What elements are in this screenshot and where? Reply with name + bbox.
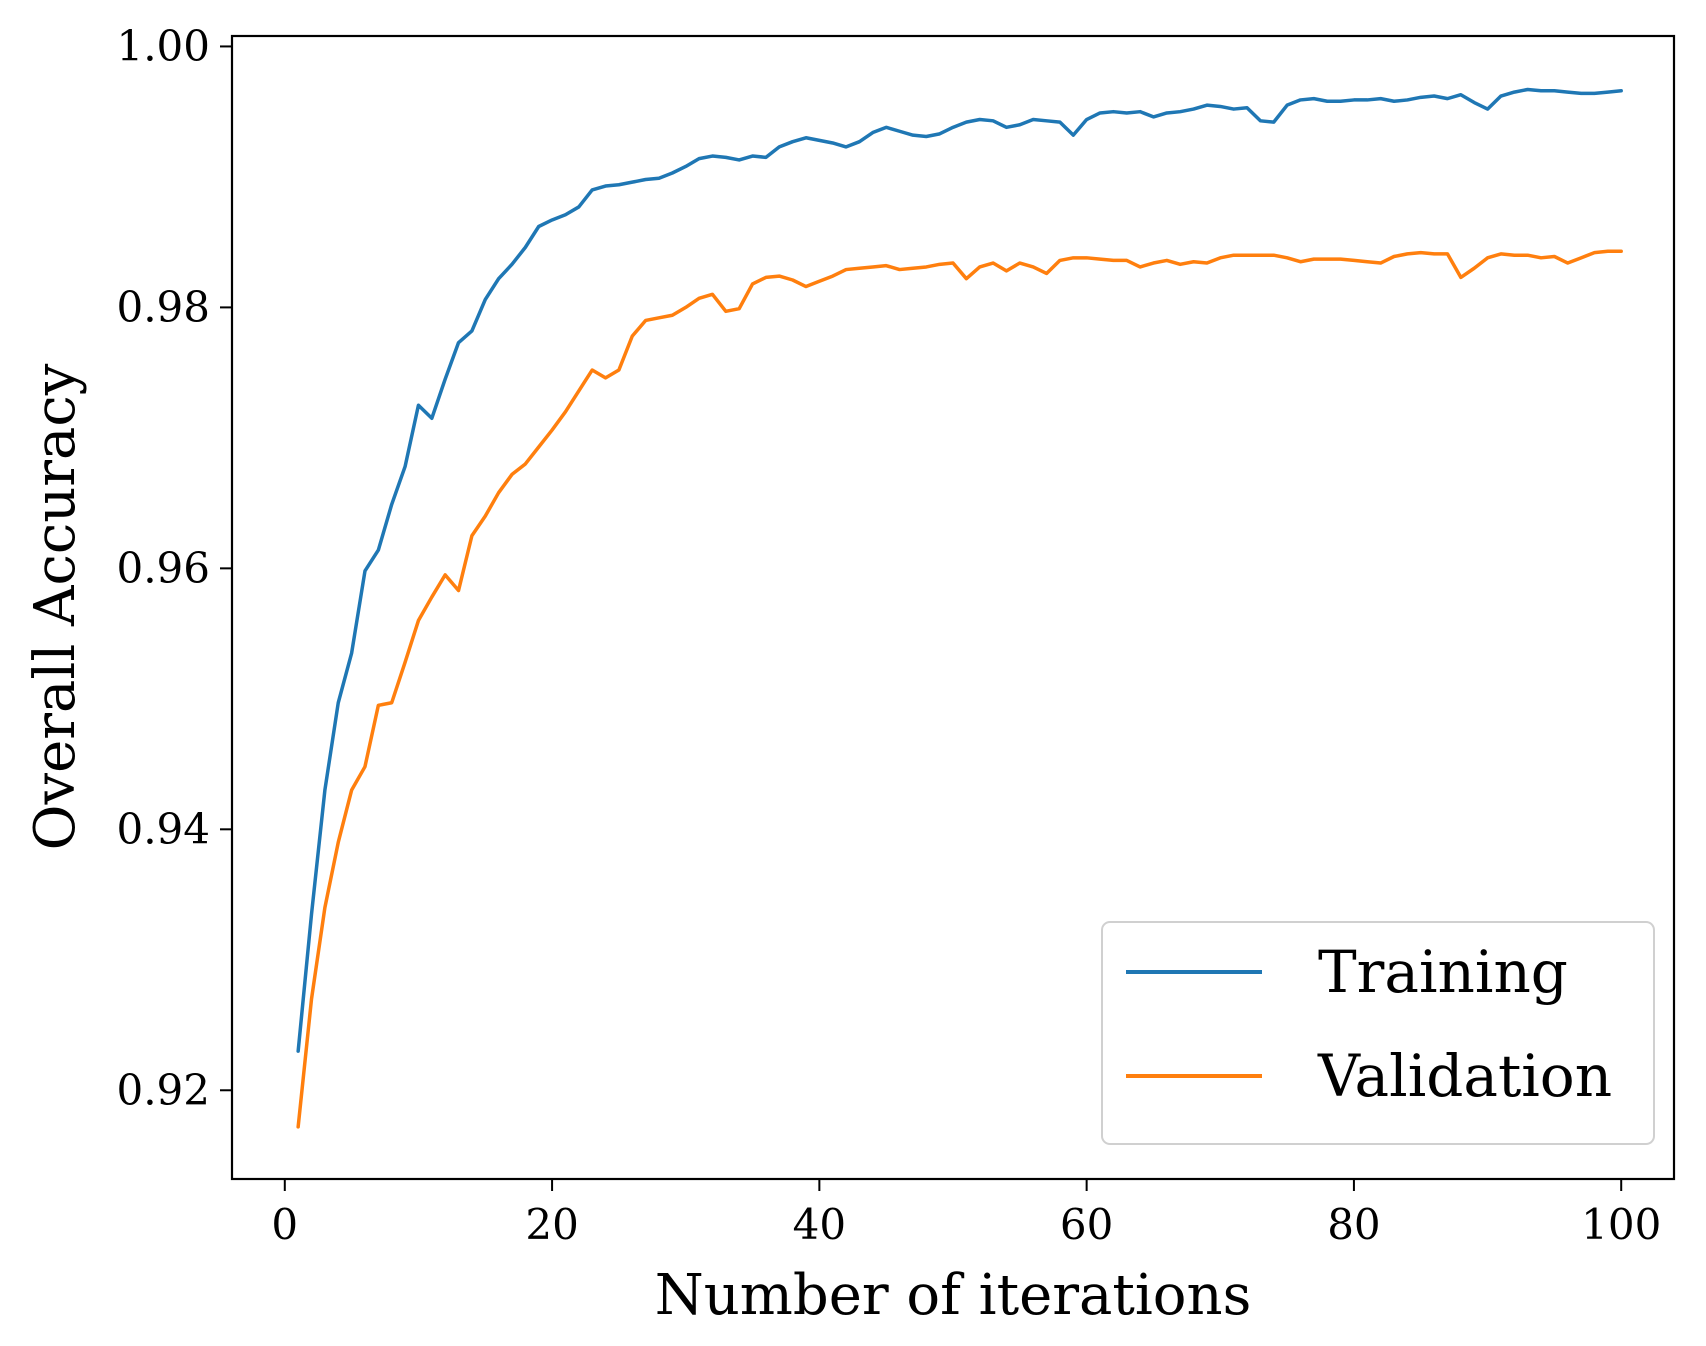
y-tick-label: 1.00: [116, 21, 210, 70]
legend-frame: [1101, 921, 1655, 1145]
x-axis: 0 20 40 60 80 100: [271, 1179, 1661, 1249]
series-line-validation: [296, 249, 1623, 1129]
x-tick-label: 60: [1060, 1200, 1113, 1249]
y-tick-label: 0.98: [116, 282, 210, 331]
legend: Training Validation: [1101, 921, 1655, 1145]
y-axis: 0.92 0.94 0.96 0.98 1.00: [116, 21, 232, 1114]
x-tick-label: 0: [271, 1200, 298, 1249]
x-tick-label: 40: [793, 1200, 846, 1249]
y-tick-label: 0.92: [116, 1065, 210, 1114]
x-axis-title: Number of iterations: [655, 1263, 1252, 1328]
legend-label-validation: Validation: [1317, 1042, 1612, 1110]
y-axis-title: Overall Accuracy: [23, 363, 88, 850]
x-tick-label: 80: [1327, 1200, 1380, 1249]
plot-area-frame: [230, 34, 1676, 1181]
series-line-training: [296, 87, 1623, 1053]
legend-label-training: Training: [1318, 938, 1568, 1006]
x-tick-label: 100: [1581, 1200, 1661, 1249]
series-layer: [296, 87, 1623, 1129]
x-tick-label: 20: [525, 1200, 578, 1249]
y-tick-label: 0.94: [116, 804, 210, 853]
y-tick-label: 0.96: [116, 543, 210, 592]
